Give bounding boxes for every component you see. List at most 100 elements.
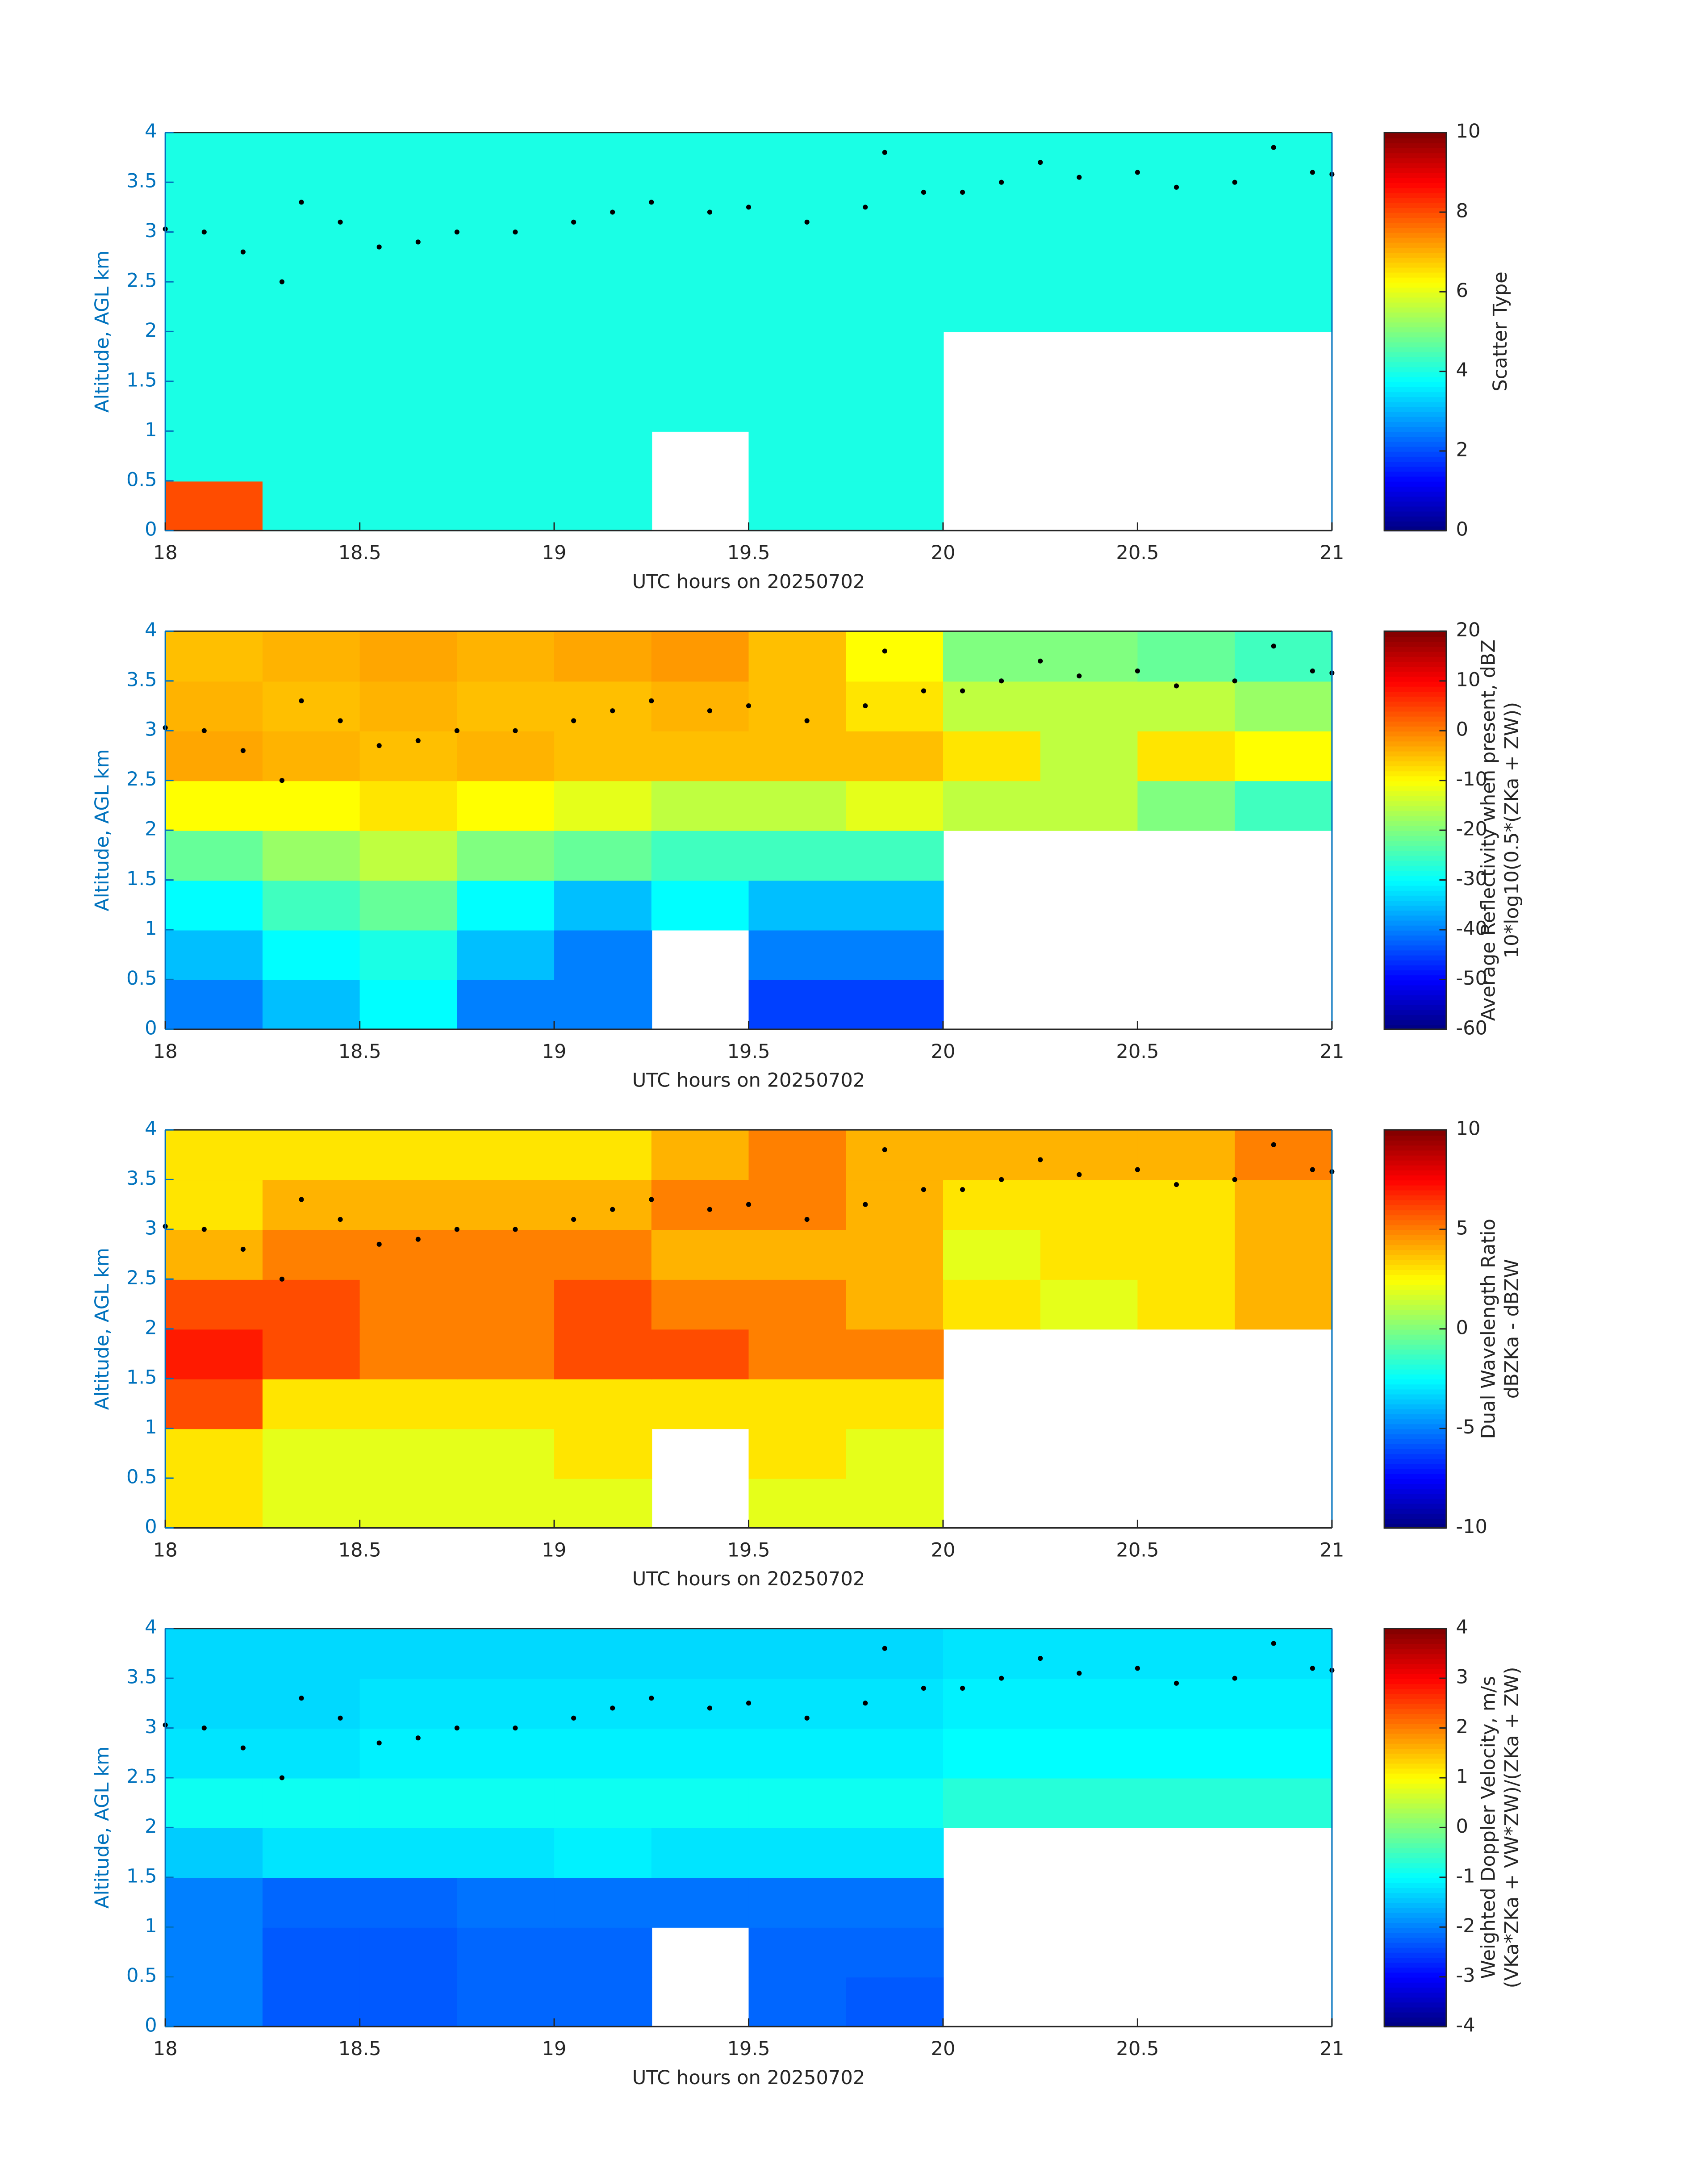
- heatmap-cell: [262, 830, 361, 881]
- heatmap-cell: [1040, 232, 1138, 283]
- heatmap-cell: [165, 481, 263, 531]
- colorbar-swatch: [1384, 1802, 1446, 1809]
- colorbar-swatch: [1384, 954, 1446, 961]
- heatmap-cell: [457, 1130, 555, 1181]
- cloud-top-point: [376, 743, 382, 748]
- cloud-top-point: [279, 1775, 284, 1780]
- heatmap-cell: [359, 182, 458, 233]
- heatmap-cell: [457, 1827, 555, 1878]
- cloud-top-point: [1038, 1656, 1043, 1661]
- heatmap-cell: [457, 929, 555, 980]
- colorbar-swatch: [1384, 1453, 1446, 1459]
- cloud-top-point: [882, 1646, 887, 1651]
- colorbar-swatch: [1384, 1219, 1446, 1225]
- heatmap-cell: [457, 731, 555, 781]
- colorbar-swatch: [1384, 1214, 1446, 1220]
- heatmap-cell: [359, 1329, 458, 1379]
- heatmap-cell: [651, 232, 750, 283]
- heatmap-cell: [457, 331, 555, 382]
- heatmap-cell: [846, 1329, 944, 1379]
- cloud-top-point: [513, 1726, 518, 1731]
- x-tick-label: 18.5: [338, 1040, 381, 1063]
- heatmap-cell: [554, 681, 652, 731]
- colorbar-swatch: [1384, 735, 1446, 742]
- heatmap-cell: [457, 880, 555, 931]
- heatmap-cell: [846, 1628, 944, 1679]
- heatmap-cell: [554, 1976, 652, 2027]
- heatmap-cell: [165, 780, 263, 831]
- heatmap-cell: [359, 1179, 458, 1230]
- heatmap-cell: [262, 1927, 361, 1978]
- x-tick-label: 18.5: [338, 2038, 381, 2060]
- x-tick-label: 18: [153, 542, 178, 564]
- colorbar-tick-label: 10: [1456, 669, 1481, 691]
- colorbar-swatch: [1384, 1867, 1446, 1873]
- colorbar-tick-label: 8: [1456, 200, 1468, 222]
- colorbar-swatch: [1384, 506, 1446, 512]
- heatmap-cell: [165, 880, 263, 931]
- cloud-top-point: [454, 1726, 459, 1731]
- colorbar-swatch: [1384, 1249, 1446, 1255]
- heatmap-cell: [554, 1478, 652, 1529]
- colorbar-swatch: [1384, 1633, 1446, 1639]
- y-tick-label: 4: [145, 1118, 157, 1140]
- cloud-top-point: [513, 1227, 518, 1232]
- colorbar-swatch: [1384, 485, 1446, 492]
- heatmap-cell: [165, 1877, 263, 1928]
- x-tick-label: 19: [542, 1539, 567, 1561]
- colorbar-swatch: [1384, 1812, 1446, 1818]
- heatmap-cell: [554, 780, 652, 831]
- heatmap-cell: [457, 1379, 555, 1429]
- heatmap-cell: [554, 481, 652, 531]
- cloud-top-point: [863, 1202, 868, 1207]
- colorbar-swatch: [1384, 915, 1446, 921]
- colorbar-swatch: [1384, 451, 1446, 457]
- colorbar-swatch: [1384, 132, 1446, 138]
- y-tick-label: 2.5: [126, 1267, 157, 1289]
- x-tick-label: 18: [153, 1040, 178, 1063]
- heatmap-cell: [359, 880, 458, 931]
- colorbar-swatch: [1384, 391, 1446, 397]
- cloud-top-point: [299, 200, 304, 205]
- cloud-top-point: [649, 698, 654, 703]
- colorbar-swatch: [1384, 1728, 1446, 1734]
- cloud-top-point: [746, 1202, 752, 1207]
- heatmap-cell: [651, 1279, 750, 1330]
- heatmap-cell: [651, 1628, 750, 1679]
- colorbar-swatch: [1384, 1518, 1446, 1524]
- heatmap-cell: [846, 1827, 944, 1878]
- colorbar-swatch: [1384, 1922, 1446, 1928]
- heatmap-cell: [262, 731, 361, 781]
- heatmap-cell: [262, 1478, 361, 1529]
- cloud-top-point: [201, 1227, 207, 1232]
- heatmap-cell: [1235, 1678, 1333, 1729]
- colorbar-swatch: [1384, 401, 1446, 407]
- heatmap-cell: [359, 631, 458, 682]
- colorbar-swatch: [1384, 1643, 1446, 1650]
- heatmap-cell: [165, 979, 263, 1030]
- y-tick-label: 0: [145, 2014, 157, 2037]
- colorbar-swatch: [1384, 984, 1446, 990]
- colorbar-swatch: [1384, 944, 1446, 951]
- heatmap-cell: [651, 381, 750, 432]
- colorbar-swatch: [1384, 426, 1446, 432]
- colorbar-swatch: [1384, 1244, 1446, 1250]
- heatmap-cell: [457, 1877, 555, 1928]
- heatmap-cell: [748, 1229, 847, 1280]
- heatmap-cell: [1040, 1179, 1138, 1230]
- colorbar-swatch: [1384, 276, 1446, 283]
- heatmap-cell: [846, 132, 944, 183]
- colorbar-swatch: [1384, 1194, 1446, 1200]
- heatmap-cell: [262, 1877, 361, 1928]
- heatmap-cell: [1235, 631, 1333, 682]
- cloud-top-point: [863, 205, 868, 210]
- colorbar-swatch: [1384, 192, 1446, 198]
- heatmap-cell: [165, 331, 263, 382]
- colorbar-swatch: [1384, 731, 1446, 737]
- heatmap-cell: [359, 1628, 458, 1679]
- colorbar-swatch: [1384, 501, 1446, 507]
- colorbar-swatch: [1384, 1673, 1446, 1679]
- colorbar-swatch: [1384, 910, 1446, 916]
- heatmap-cell: [1040, 1628, 1138, 1679]
- heatmap-cell: [651, 1379, 750, 1429]
